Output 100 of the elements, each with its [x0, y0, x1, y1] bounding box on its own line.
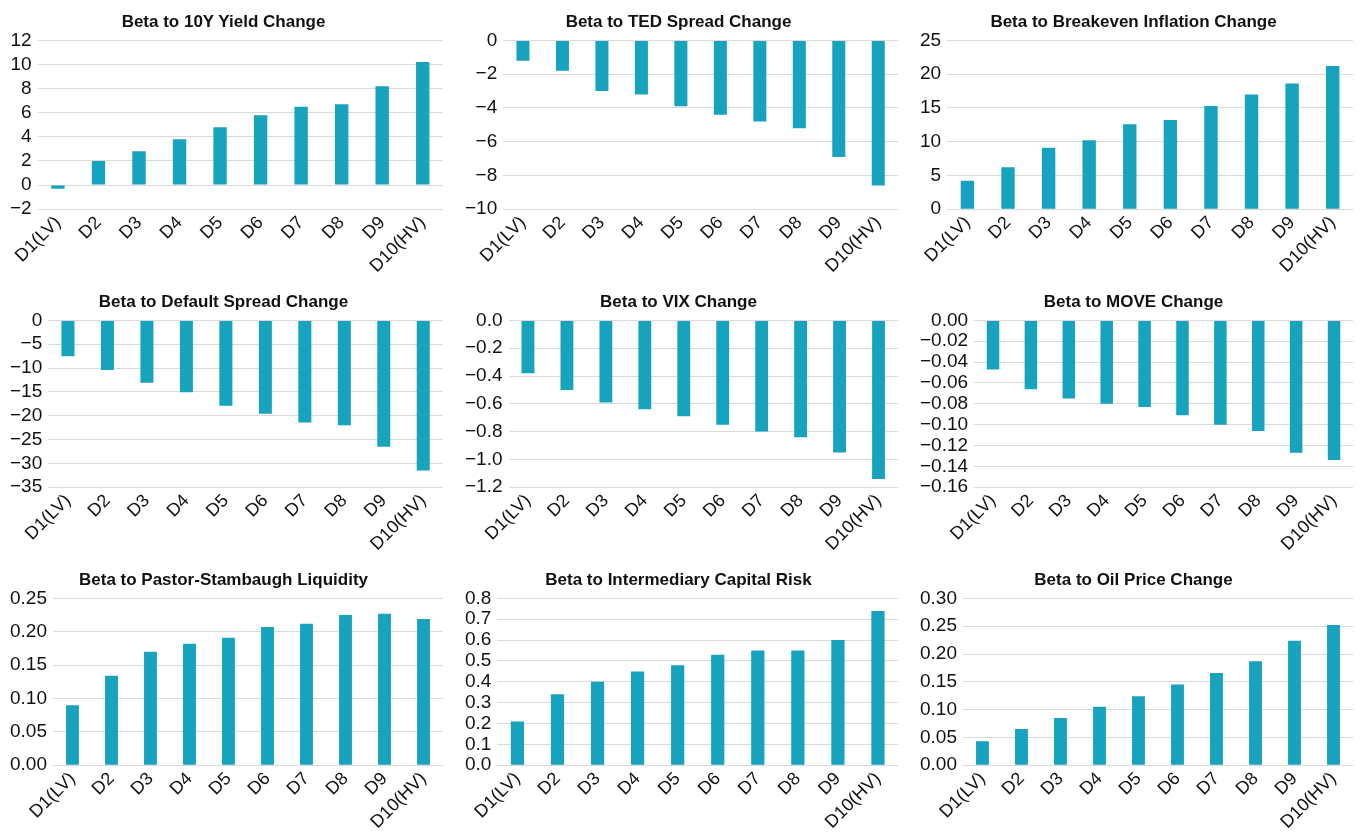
- chart-title: Beta to Oil Price Change: [1034, 569, 1233, 589]
- y-tick-label: 0.4: [464, 670, 492, 692]
- x-tick-label: D3: [122, 490, 154, 521]
- bar: [339, 615, 352, 765]
- x-tick-label: D7: [1196, 490, 1227, 521]
- y-tick-label: −0.6: [464, 392, 503, 414]
- x-tick-label: D4: [620, 490, 652, 521]
- bar: [300, 623, 313, 765]
- bar: [1210, 672, 1223, 765]
- bar: [1288, 640, 1301, 765]
- y-tick-label: 0.30: [920, 586, 957, 608]
- x-tick-label: D3: [573, 768, 604, 799]
- y-tick-label: 25: [919, 28, 942, 50]
- x-tick-label: D2: [87, 768, 118, 799]
- bar: [590, 681, 605, 765]
- x-tick-label: D7: [277, 212, 308, 243]
- y-tick-label: −5: [20, 332, 43, 354]
- bar: [105, 675, 118, 765]
- x-tick-label: D7: [735, 212, 767, 243]
- bar: [183, 643, 196, 765]
- x-tick-label: D5: [195, 212, 227, 243]
- x-tick-label: D5: [204, 768, 235, 799]
- x-tick-label: D5: [1114, 768, 1145, 799]
- y-tick-label: 0.0: [464, 753, 492, 775]
- y-tick-label: −15: [10, 380, 43, 402]
- bar: [51, 185, 65, 189]
- y-tick-label: −35: [10, 475, 43, 497]
- chart-title: Beta to Pastor-Stambaugh Liquidity: [78, 569, 369, 589]
- x-tick-label: D8: [775, 212, 806, 243]
- x-tick-label: D5: [656, 212, 688, 243]
- y-tick-label: −0.16: [920, 475, 969, 497]
- bar: [222, 637, 235, 765]
- x-tick-label: D4: [1075, 768, 1106, 799]
- y-tick-label: −0.06: [920, 371, 969, 393]
- y-tick-label: −0.04: [920, 350, 969, 372]
- x-tick-label: D3: [1044, 490, 1076, 521]
- x-tick-label: D6: [696, 212, 727, 243]
- y-tick-label: −0.8: [464, 419, 503, 441]
- bar: [1244, 94, 1259, 209]
- y-tick-label: 0.00: [920, 753, 957, 775]
- x-tick-label: D8: [773, 768, 805, 799]
- y-tick-label: −1.2: [464, 475, 503, 497]
- bar: [132, 151, 146, 185]
- y-tick-label: 12: [10, 28, 32, 50]
- y-tick-label: 2: [21, 149, 32, 171]
- y-tick-label: 0.0: [476, 308, 503, 330]
- x-tick-label: D6: [1146, 212, 1177, 243]
- y-tick-label: 0.5: [464, 649, 492, 671]
- x-tick-label: D3: [577, 212, 609, 243]
- y-tick-label: −10: [10, 356, 43, 378]
- bar: [1082, 140, 1096, 209]
- x-tick-label: D4: [1082, 490, 1114, 521]
- bar: [1132, 696, 1145, 765]
- bar: [213, 127, 227, 185]
- y-tick-label: −6: [475, 129, 498, 151]
- bar: [1123, 124, 1137, 209]
- bar: [751, 650, 765, 765]
- y-tick-label: 0.15: [10, 653, 47, 675]
- bar: [1093, 706, 1106, 765]
- y-tick-label: 6: [21, 100, 32, 122]
- y-tick-label: −20: [10, 403, 43, 425]
- y-tick-label: 0.10: [920, 697, 957, 719]
- y-tick-label: 0.7: [464, 607, 492, 629]
- x-tick-label: D8: [776, 490, 807, 521]
- y-tick-label: 0: [31, 308, 43, 330]
- x-tick-label: D3: [126, 768, 157, 799]
- y-tick-label: −4: [475, 96, 498, 118]
- x-tick-label: D5: [659, 490, 691, 521]
- bar: [416, 62, 430, 185]
- x-tick-label: D8: [1234, 490, 1265, 521]
- bar: [1327, 625, 1340, 765]
- x-tick-label: D3: [581, 490, 613, 521]
- y-tick-label: −0.2: [464, 336, 503, 358]
- bar: [91, 160, 106, 185]
- x-tick-label: D7: [280, 490, 312, 521]
- bar: [253, 115, 268, 185]
- y-tick-label: −25: [10, 427, 43, 449]
- x-tick-label: D8: [1227, 212, 1258, 243]
- y-tick-label: −0.10: [920, 412, 969, 434]
- x-tick-label: D2: [983, 212, 1015, 243]
- x-tick-label: D2: [1006, 490, 1038, 521]
- x-tick-label: D2: [533, 768, 564, 799]
- bar: [550, 694, 565, 765]
- x-tick-label: D2: [538, 212, 569, 243]
- x-tick-label: D5: [1120, 490, 1151, 521]
- bar: [960, 180, 975, 209]
- y-tick-label: −2: [475, 62, 498, 84]
- x-tick-label: D4: [155, 212, 186, 243]
- y-tick-label: 4: [21, 125, 33, 147]
- y-tick-label: 0.00: [931, 308, 969, 330]
- y-tick-label: 0.15: [920, 670, 957, 692]
- y-tick-label: 5: [930, 163, 942, 185]
- x-tick-label: D6: [241, 490, 272, 521]
- x-tick-label: D3: [1036, 768, 1067, 799]
- bar: [1171, 684, 1184, 765]
- x-tick-label: D5: [201, 490, 233, 521]
- y-tick-label: 10: [10, 52, 32, 74]
- x-tick-label: D7: [733, 768, 765, 799]
- chart-title: Beta to TED Spread Change: [565, 11, 792, 31]
- y-tick-label: −1.0: [464, 447, 503, 469]
